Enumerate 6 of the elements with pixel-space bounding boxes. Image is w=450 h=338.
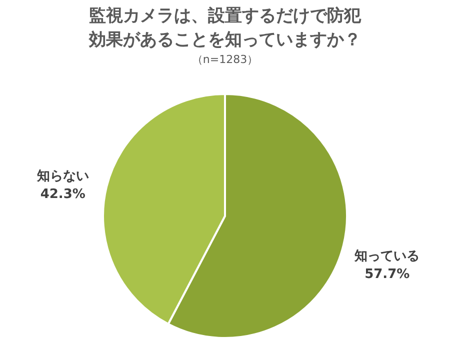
chart-title: 監視カメラは、設置するだけで防犯効果があることを知っていますか？ (88, 5, 362, 52)
chart-subtitle: （n=1283） (190, 52, 260, 67)
data-label: 57.7% (364, 267, 410, 282)
slice-label: 知っている (354, 249, 420, 264)
data-label: 42.3% (40, 186, 86, 202)
slice-label: 知らない (36, 168, 89, 184)
